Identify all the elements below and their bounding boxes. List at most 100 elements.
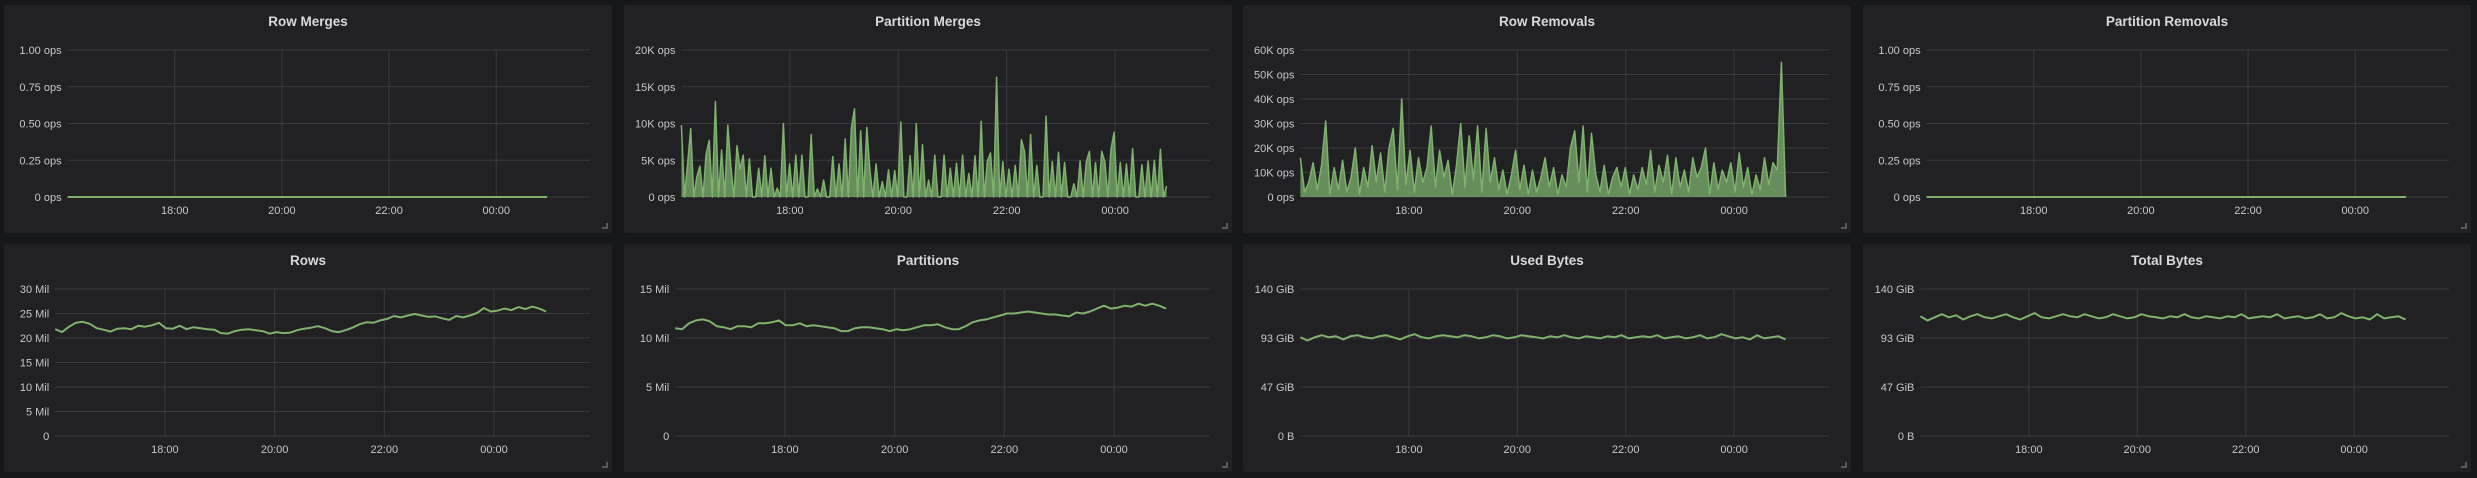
x-axis-tick-label: 20:00 bbox=[1503, 205, 1531, 217]
chart-plot[interactable]: 0 ops 0.25 ops 0.50 ops 0.75 ops 1.00 ops 18:… bbox=[4, 5, 612, 233]
y-axis-tick-label: 47 GiB bbox=[1261, 382, 1295, 394]
y-axis-tick-label: 25 Mil bbox=[20, 309, 49, 321]
x-axis-tick-label: 18:00 bbox=[161, 205, 189, 217]
resize-handle-icon[interactable] bbox=[2461, 462, 2467, 468]
y-axis-tick-label: 50K ops bbox=[1254, 70, 1295, 82]
x-axis-tick-label: 20:00 bbox=[2123, 444, 2151, 456]
series-line[interactable] bbox=[1299, 333, 1787, 342]
x-axis-tick-label: 22:00 bbox=[2234, 205, 2262, 217]
resize-handle-icon[interactable] bbox=[1222, 223, 1228, 229]
panel-row-removals: Row Removals 0 ops 10K ops 20K ops 30K ops 40… bbox=[1243, 5, 1851, 233]
panel-partitions: Partitions 0 5 Mil 10 Mil 15 Mil 18:00 20:00 22… bbox=[624, 244, 1232, 472]
y-axis-tick-label: 0 bbox=[43, 431, 49, 443]
y-axis-tick-label: 0.75 ops bbox=[1878, 82, 1921, 94]
y-axis-tick-label: 15 Mil bbox=[640, 284, 669, 296]
y-axis-tick-label: 0 bbox=[663, 431, 669, 443]
resize-handle-icon[interactable] bbox=[2461, 223, 2467, 229]
x-axis-tick-label: 20:00 bbox=[2127, 205, 2155, 217]
panel-partition-merges: Partition Merges 0 ops 5K ops 10K ops 15K op… bbox=[624, 5, 1232, 233]
resize-handle-icon[interactable] bbox=[1222, 462, 1228, 468]
x-axis-tick-label: 22:00 bbox=[1612, 205, 1640, 217]
x-axis-tick-label: 18:00 bbox=[2020, 205, 2048, 217]
x-axis-tick-label: 00:00 bbox=[480, 444, 508, 456]
series-area bbox=[1300, 62, 1786, 197]
x-axis-tick-label: 00:00 bbox=[1720, 444, 1748, 456]
resize-handle-icon[interactable] bbox=[602, 223, 608, 229]
y-axis-tick-label: 0 B bbox=[1898, 431, 1915, 443]
y-axis-tick-label: 0.50 ops bbox=[1878, 119, 1921, 131]
chart-plot[interactable]: 0 B 47 GiB 93 GiB 140 GiB 18:00 20:00 22:00 00:… bbox=[1243, 244, 1851, 472]
chart-plot[interactable]: 0 5 Mil 10 Mil 15 Mil 20 Mil 25 Mil 30 Mil 18:0… bbox=[4, 244, 612, 472]
y-axis-tick-label: 140 GiB bbox=[1875, 284, 1915, 296]
panel-title[interactable]: Row Removals bbox=[1498, 14, 1596, 29]
chart-plot[interactable]: 0 B 47 GiB 93 GiB 140 GiB 18:00 20:00 22:00 00:… bbox=[1863, 244, 2471, 472]
y-axis-tick-label: 10 Mil bbox=[640, 333, 669, 345]
panel-partition-removals: Partition Removals 0 ops 0.25 ops 0.50 ops 0… bbox=[1863, 5, 2471, 233]
x-axis-tick-label: 18:00 bbox=[1395, 205, 1423, 217]
y-axis-tick-label: 20 Mil bbox=[20, 333, 49, 345]
panel-title[interactable]: Partitions bbox=[896, 253, 960, 268]
resize-handle-icon[interactable] bbox=[602, 462, 608, 468]
y-axis-tick-label: 15 Mil bbox=[20, 358, 49, 370]
series-line[interactable] bbox=[54, 305, 547, 335]
series-line[interactable] bbox=[680, 76, 1168, 198]
x-axis-tick-label: 22:00 bbox=[993, 205, 1021, 217]
x-axis-tick-label: 20:00 bbox=[261, 444, 289, 456]
y-axis-tick-label: 0 ops bbox=[1894, 192, 1921, 204]
y-axis-tick-label: 30 Mil bbox=[20, 284, 49, 296]
y-axis-tick-label: 1.00 ops bbox=[1878, 45, 1921, 57]
y-axis-tick-label: 47 GiB bbox=[1881, 382, 1915, 394]
series-line[interactable] bbox=[675, 302, 1167, 333]
x-axis-tick-label: 20:00 bbox=[881, 444, 909, 456]
chart-plot[interactable]: 0 5 Mil 10 Mil 15 Mil 18:00 20:00 22:00 00:00 bbox=[624, 244, 1232, 472]
y-axis-tick-label: 10 Mil bbox=[20, 382, 49, 394]
y-axis-tick-label: 0.25 ops bbox=[19, 155, 62, 167]
series-line[interactable] bbox=[1919, 312, 2407, 322]
x-axis-tick-label: 00:00 bbox=[2341, 205, 2369, 217]
x-axis-tick-label: 22:00 bbox=[371, 444, 399, 456]
x-axis-tick-label: 00:00 bbox=[2340, 444, 2368, 456]
y-axis-tick-label: 1.00 ops bbox=[19, 45, 62, 57]
x-axis-tick-label: 22:00 bbox=[991, 444, 1019, 456]
panel-title[interactable]: Row Merges bbox=[268, 14, 348, 29]
resize-handle-icon[interactable] bbox=[1841, 223, 1847, 229]
panel-title[interactable]: Rows bbox=[289, 253, 326, 268]
y-axis-tick-label: 93 GiB bbox=[1881, 333, 1915, 345]
panel-row-merges: Row Merges 0 ops 0.25 ops 0.50 ops 0.75 ops 1… bbox=[4, 5, 612, 233]
x-axis-tick-label: 18:00 bbox=[771, 444, 799, 456]
panel-title[interactable]: Partition Merges bbox=[875, 14, 981, 29]
panel-title[interactable]: Partition Removals bbox=[2105, 14, 2229, 29]
series-line[interactable] bbox=[1299, 61, 1787, 198]
panel-title[interactable]: Used Bytes bbox=[1510, 253, 1584, 268]
y-axis-tick-label: 0.75 ops bbox=[19, 82, 62, 94]
y-axis-tick-label: 60K ops bbox=[1254, 45, 1295, 57]
x-axis-tick-label: 00:00 bbox=[1720, 205, 1748, 217]
y-axis-tick-label: 10K ops bbox=[635, 119, 676, 131]
panel-used-bytes: Used Bytes 0 B 47 GiB 93 GiB 140 GiB 18:00 20:… bbox=[1243, 244, 1851, 472]
y-axis-tick-label: 140 GiB bbox=[1255, 284, 1295, 296]
y-axis-tick-label: 0 ops bbox=[648, 192, 675, 204]
panel-title[interactable]: Total Bytes bbox=[2131, 253, 2203, 268]
x-axis-tick-label: 20:00 bbox=[884, 205, 912, 217]
y-axis-tick-label: 0.50 ops bbox=[19, 119, 62, 131]
y-axis-tick-label: 0.25 ops bbox=[1878, 155, 1921, 167]
x-axis-tick-label: 00:00 bbox=[1101, 205, 1129, 217]
x-axis-tick-label: 18:00 bbox=[151, 444, 179, 456]
y-axis-tick-label: 40K ops bbox=[1254, 94, 1295, 106]
y-axis-tick-label: 0 B bbox=[1278, 431, 1295, 443]
resize-handle-icon[interactable] bbox=[1841, 462, 1847, 468]
y-axis-tick-label: 20K ops bbox=[1254, 143, 1295, 155]
x-axis-tick-label: 18:00 bbox=[776, 205, 804, 217]
chart-plot[interactable]: 0 ops 5K ops 10K ops 15K ops 20K ops 18:00 20:… bbox=[624, 5, 1232, 233]
chart-plot[interactable]: 0 ops 10K ops 20K ops 30K ops 40K ops 50K ops… bbox=[1243, 5, 1851, 233]
chart-plot[interactable]: 0 ops 0.25 ops 0.50 ops 0.75 ops 1.00 ops 18:… bbox=[1863, 5, 2471, 233]
x-axis-tick-label: 22:00 bbox=[2232, 444, 2260, 456]
y-axis-tick-label: 5K ops bbox=[641, 155, 676, 167]
y-axis-tick-label: 5 Mil bbox=[646, 382, 669, 394]
y-axis-tick-label: 0 ops bbox=[35, 192, 62, 204]
panel-total-bytes: Total Bytes 0 B 47 GiB 93 GiB 140 GiB 18:00 20… bbox=[1863, 244, 2471, 472]
x-axis-tick-label: 20:00 bbox=[1503, 444, 1531, 456]
y-axis-tick-label: 15K ops bbox=[635, 82, 676, 94]
y-axis-tick-label: 30K ops bbox=[1254, 119, 1295, 131]
y-axis-tick-label: 0 ops bbox=[1267, 192, 1294, 204]
